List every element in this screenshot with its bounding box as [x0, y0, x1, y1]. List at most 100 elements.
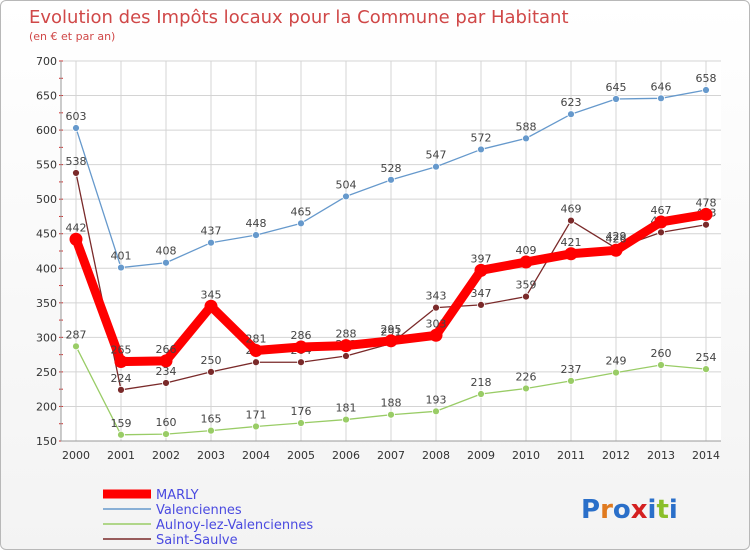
- data-point: [384, 334, 398, 348]
- data-label: 401: [111, 250, 132, 263]
- x-tick-label: 2009: [467, 449, 495, 462]
- legend-label: Saint-Saulve: [156, 533, 238, 548]
- data-label: 260: [651, 347, 672, 360]
- data-label: 176: [291, 405, 312, 418]
- x-tick-label: 2004: [242, 449, 270, 462]
- data-label: 448: [246, 217, 267, 230]
- chart-title: Evolution des Impôts locaux pour la Comm…: [29, 7, 569, 28]
- data-point: [612, 95, 620, 103]
- data-label: 442: [66, 221, 87, 234]
- data-label: 421: [561, 236, 582, 249]
- data-point: [117, 430, 125, 439]
- data-point: [702, 365, 710, 374]
- data-point: [252, 422, 260, 431]
- data-label: 345: [201, 288, 222, 301]
- logo-text: Proxiti: [581, 495, 678, 525]
- data-label: 469: [561, 203, 582, 216]
- x-tick-label: 2001: [107, 449, 135, 462]
- data-point: [432, 407, 440, 416]
- x-tick-label: 2012: [602, 449, 630, 462]
- data-point: [342, 415, 350, 424]
- legend-item: Aulnoy-lez-Valenciennes: [103, 518, 313, 533]
- legend-label: Aulnoy-lez-Valenciennes: [156, 518, 313, 533]
- data-label: 528: [381, 162, 402, 175]
- data-label: 646: [651, 80, 672, 93]
- data-label: 478: [696, 196, 717, 209]
- x-tick-label: 2010: [512, 449, 540, 462]
- x-tick-label: 2008: [422, 449, 450, 462]
- y-tick-label: 400: [36, 262, 57, 275]
- data-label: 287: [66, 328, 87, 341]
- axes: 150 200 250 300 350 400 450 500 550 600 650 700 2000…: [36, 55, 721, 462]
- data-point: [252, 358, 260, 367]
- y-tick-label: 200: [36, 400, 57, 413]
- x-tick-label: 2013: [647, 449, 675, 462]
- data-label: 426: [606, 232, 627, 245]
- y-tick-label: 700: [36, 55, 57, 68]
- data-point: [387, 410, 395, 419]
- data-label: 623: [561, 96, 582, 109]
- data-point: [249, 343, 263, 357]
- data-label: 572: [471, 131, 492, 144]
- legend-item: MARLY: [103, 488, 199, 503]
- data-label: 165: [201, 413, 222, 426]
- data-point: [117, 263, 125, 272]
- data-label: 538: [66, 155, 87, 168]
- data-label: 303: [426, 317, 447, 330]
- data-point: [564, 247, 578, 261]
- data-label: 218: [471, 376, 492, 389]
- data-label: 437: [201, 225, 222, 238]
- data-point: [72, 342, 80, 351]
- data-point: [297, 419, 305, 427]
- data-label: 588: [516, 120, 537, 133]
- data-label: 266: [156, 343, 177, 356]
- legend-item: Saint-Saulve: [103, 533, 238, 548]
- data-point: [387, 175, 395, 184]
- data-label: 603: [66, 110, 87, 123]
- series-layer: 603 401 408 437 448 465 504 528 547 572 588 623 645 6…: [66, 72, 717, 439]
- data-point: [207, 368, 215, 376]
- data-point: [702, 220, 710, 229]
- y-tick-label: 600: [36, 124, 57, 137]
- data-label: 343: [426, 290, 447, 303]
- data-point: [522, 134, 530, 143]
- data-label: 249: [606, 355, 627, 368]
- x-tick-label: 2014: [692, 449, 720, 462]
- legend: MARLYValenciennesAulnoy-lez-Valenciennes…: [103, 488, 313, 548]
- data-point: [654, 215, 668, 229]
- data-label: 295: [381, 323, 402, 336]
- data-label: 171: [246, 408, 267, 421]
- x-tick-label: 2007: [377, 449, 405, 462]
- x-tick-label: 2006: [332, 449, 360, 462]
- data-label: 645: [606, 81, 627, 94]
- data-point: [519, 255, 533, 269]
- data-label: 226: [516, 370, 537, 383]
- data-label: 224: [111, 372, 132, 385]
- data-label: 265: [111, 344, 132, 357]
- y-tick-label: 250: [36, 366, 57, 379]
- series-valenciennes: 603 401 408 437 448 465 504 528 547 572 588 623 645 6…: [66, 72, 717, 272]
- data-label: 658: [696, 72, 717, 85]
- data-label: 237: [561, 363, 582, 376]
- data-label: 193: [426, 393, 447, 406]
- data-point: [114, 355, 128, 369]
- chart-subtitle: (en € et par an): [29, 30, 115, 43]
- data-point: [342, 192, 350, 201]
- data-point: [72, 124, 80, 132]
- data-point: [72, 169, 80, 177]
- data-label: 250: [201, 354, 222, 367]
- data-point: [207, 426, 215, 435]
- x-tick-label: 2002: [152, 449, 180, 462]
- data-label: 181: [336, 402, 357, 415]
- data-label: 347: [471, 287, 492, 300]
- data-label: 159: [111, 417, 132, 430]
- data-point: [567, 110, 575, 119]
- data-label: 397: [471, 252, 492, 265]
- y-tick-label: 350: [36, 297, 57, 310]
- data-point: [69, 232, 83, 246]
- data-label: 160: [156, 416, 177, 429]
- data-label: 281: [246, 332, 267, 345]
- series-aulnoy-lez-valenciennes: 287 159 160 165 171 176 181 188 193 218 226 237 249 2…: [66, 328, 717, 439]
